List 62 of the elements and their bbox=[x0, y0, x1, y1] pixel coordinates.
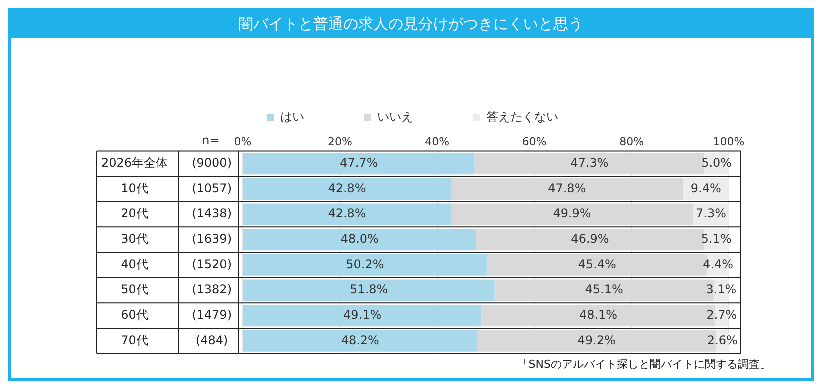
data-label: 2.7% bbox=[706, 308, 738, 322]
data-label: 4.4% bbox=[703, 257, 734, 272]
y-tick-label: 10代 bbox=[121, 181, 148, 196]
y-tick-label: 50代 bbox=[121, 282, 148, 297]
data-label: 50.2% bbox=[346, 257, 384, 272]
data-label: 5.0% bbox=[702, 156, 732, 170]
legend-title: n= bbox=[202, 133, 220, 148]
data-label: 45.4% bbox=[578, 257, 616, 272]
y2-tick-label: (484) bbox=[196, 333, 228, 348]
y-tick-label: 40代 bbox=[121, 257, 148, 272]
data-label: 49.1% bbox=[344, 308, 382, 322]
y-tick-label: 30代 bbox=[121, 232, 148, 246]
text: 「SNSのアルバイト探しと闇バイトに関する調査」 bbox=[518, 357, 771, 372]
data-label: 42.8% bbox=[328, 181, 366, 196]
bar bbox=[451, 204, 694, 226]
legend-label: いいえ bbox=[378, 110, 414, 124]
data-label: 51.8% bbox=[350, 282, 388, 297]
bar bbox=[244, 204, 452, 226]
data-label: 49.2% bbox=[578, 333, 616, 348]
data-label: 48.0% bbox=[340, 232, 379, 246]
data-label: 9.4% bbox=[690, 181, 722, 196]
x-tick-label: 80% bbox=[620, 135, 644, 148]
y2-tick-label: (1438) bbox=[192, 206, 232, 221]
data-label: 2.6% bbox=[707, 333, 738, 348]
data-label: 47.7% bbox=[340, 156, 378, 170]
x-tick-label: 40% bbox=[425, 135, 450, 148]
y-tick-label: 20代 bbox=[121, 206, 148, 221]
data-label: 7.3% bbox=[696, 206, 727, 221]
data-label: 45.1% bbox=[585, 282, 624, 297]
bar bbox=[244, 178, 452, 200]
data-label: 5.1% bbox=[701, 232, 732, 246]
y2-tick-label: (1057) bbox=[192, 181, 232, 196]
x-tick-label: 0% bbox=[234, 135, 252, 148]
bar bbox=[244, 229, 476, 251]
data-label: 47.8% bbox=[548, 181, 586, 196]
bar bbox=[451, 178, 684, 200]
y2-tick-label: (1520) bbox=[192, 257, 232, 272]
y-tick-label: 60代 bbox=[121, 308, 148, 322]
chart-title: 闇バイトと普通の求人の見分けがつきにくいと思う bbox=[11, 11, 811, 38]
data-label: 3.1% bbox=[706, 282, 737, 297]
x-tick-label: 60% bbox=[522, 135, 547, 148]
y-tick-label: 2026年全体 bbox=[101, 156, 168, 170]
bar bbox=[244, 280, 495, 302]
data-label: 46.9% bbox=[571, 232, 610, 246]
x-tick-label: 20% bbox=[328, 135, 352, 148]
data-label: 49.9% bbox=[553, 206, 592, 221]
data-label: 42.8% bbox=[328, 206, 366, 221]
y-tick-label: 70代 bbox=[121, 333, 148, 348]
bar bbox=[244, 305, 482, 327]
y2-tick-label: (1382) bbox=[192, 282, 232, 297]
legend-label: はい bbox=[280, 110, 304, 124]
y2-tick-label: (1479) bbox=[192, 308, 232, 322]
data-label: 48.1% bbox=[579, 308, 618, 322]
bar bbox=[244, 330, 478, 352]
legend-label: 答えたくない bbox=[486, 110, 558, 124]
y2-tick-label: (1639) bbox=[192, 232, 232, 246]
x-tick-label: 100% bbox=[713, 135, 745, 148]
data-label: 47.3% bbox=[570, 156, 609, 170]
bar bbox=[244, 153, 475, 175]
y2-tick-label: (9000) bbox=[192, 156, 232, 170]
data-label: 48.2% bbox=[341, 333, 380, 348]
bar bbox=[244, 254, 487, 276]
